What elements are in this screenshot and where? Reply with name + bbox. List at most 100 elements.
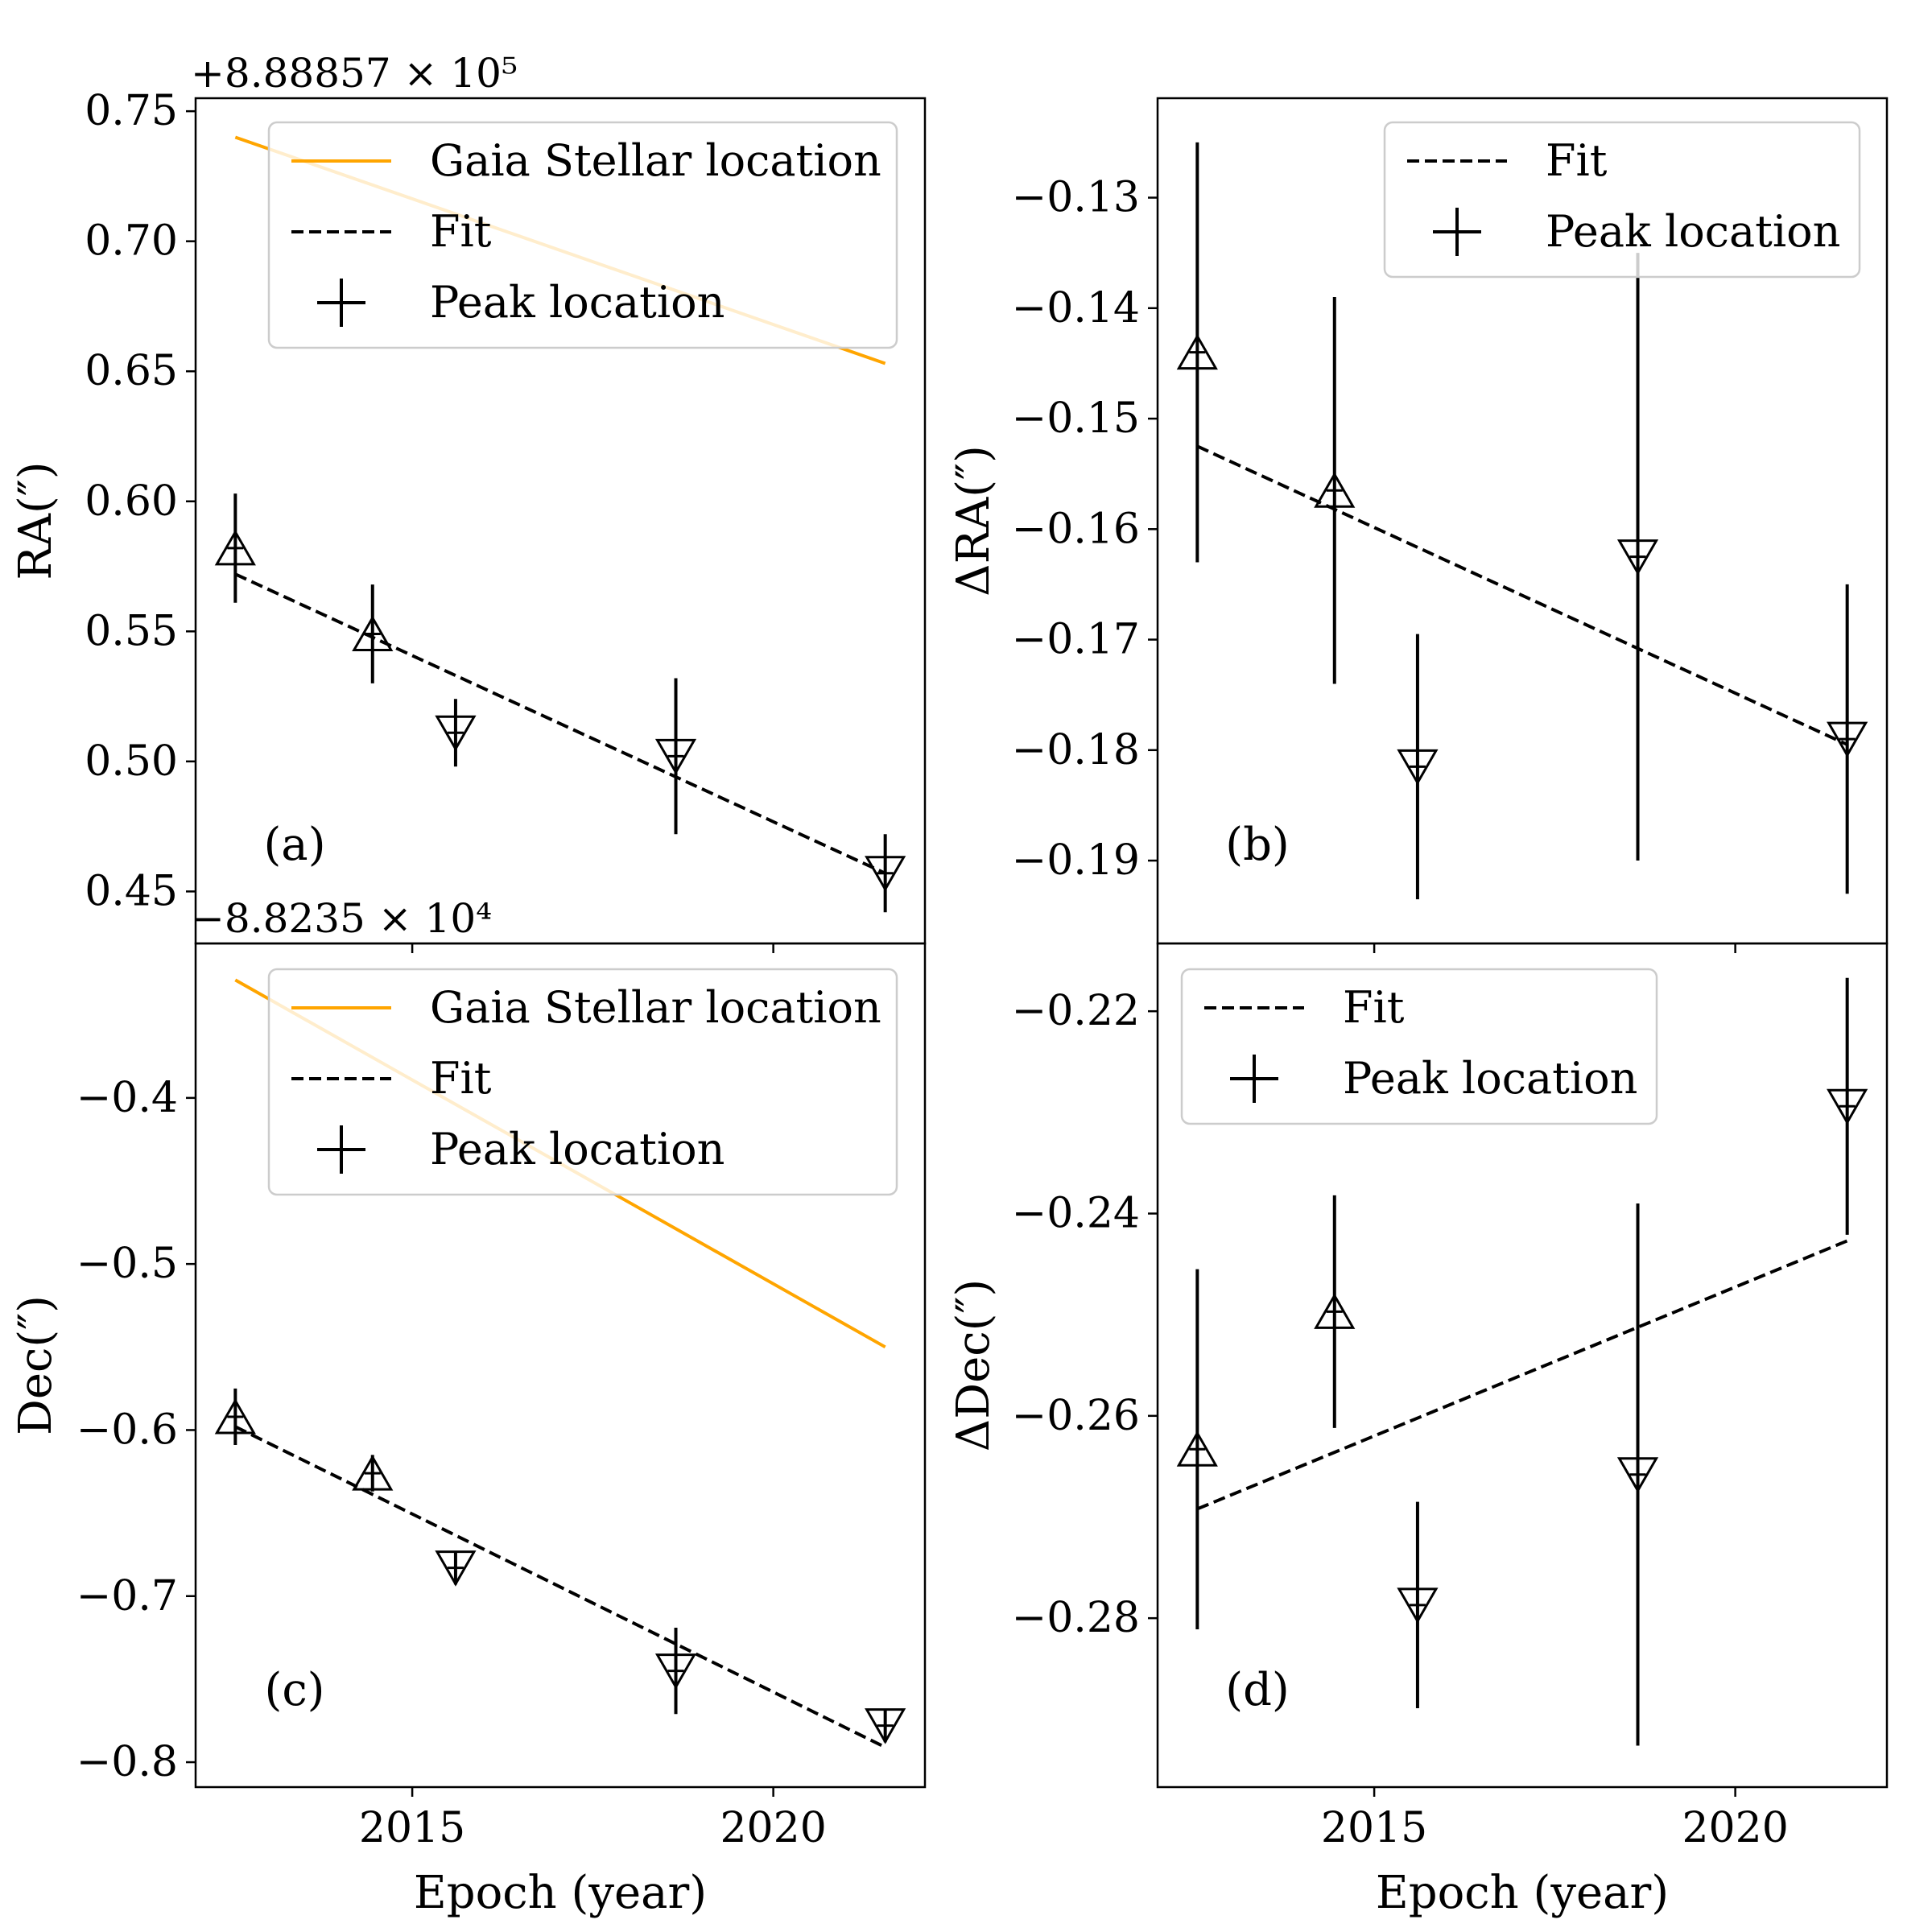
peak-location-point xyxy=(865,834,906,913)
peak-location-point xyxy=(352,1455,394,1492)
panel-d-label: (d) xyxy=(1225,1664,1290,1716)
triangle-down-marker xyxy=(865,856,906,892)
y-tick-label: 0.50 xyxy=(85,737,178,786)
triangle-down-marker xyxy=(1397,749,1439,786)
panel-c-legend: Gaia Stellar location Fit Peak location xyxy=(267,968,898,1196)
panel-a-legend-fit-text: Fit xyxy=(430,206,492,257)
panel-c-frame xyxy=(194,942,927,1789)
peak-location-point xyxy=(1397,634,1439,900)
fit-line xyxy=(234,572,886,875)
panel-d-y-label: ΔDec(″) xyxy=(947,1279,1000,1451)
peak-location-point xyxy=(654,1627,697,1715)
panel-d-ticks: −0.28 −0.26 −0.24 −0.22 2015 2020 xyxy=(1012,987,1789,1852)
triangle-up-marker xyxy=(214,1397,256,1435)
x-tick-label: 2020 xyxy=(1682,1804,1788,1852)
y-tick-label: −0.15 xyxy=(1012,394,1140,443)
panel-d-legend-peak: Peak location xyxy=(1230,1053,1637,1104)
y-tick-label: 0.65 xyxy=(85,347,178,395)
peak-location-point xyxy=(1176,1269,1218,1629)
peak-location-point xyxy=(214,493,256,603)
fit-line xyxy=(1196,1239,1848,1511)
panel-a-legend-gaia-text: Gaia Stellar location xyxy=(430,135,881,186)
y-tick-label: 0.55 xyxy=(85,607,178,655)
y-tick-label: −0.7 xyxy=(76,1572,178,1620)
panel-d-x-label: Epoch (year) xyxy=(1376,1867,1669,1919)
y-tick-label: −0.18 xyxy=(1012,726,1140,774)
panel-a-legend-gaia: Gaia Stellar location xyxy=(291,135,881,186)
triangle-down-marker xyxy=(1616,1457,1659,1493)
panel-c-x-label: Epoch (year) xyxy=(414,1867,707,1919)
y-tick-label: −0.14 xyxy=(1012,284,1140,332)
peak-location-point xyxy=(1827,977,1868,1235)
panel-b-y-label: ΔRA(″) xyxy=(947,445,1000,597)
panel-b-legend-fit-text: Fit xyxy=(1546,135,1608,186)
panel-a-label: (a) xyxy=(263,819,325,871)
triangle-down-marker xyxy=(1827,1088,1868,1125)
y-tick-label: −0.13 xyxy=(1012,174,1140,222)
panel-a-legend-box xyxy=(267,121,898,349)
fit-line xyxy=(234,1425,886,1749)
triangle-up-marker xyxy=(352,1455,394,1491)
x-tick-label: 2015 xyxy=(359,1804,465,1852)
y-tick-label: 0.45 xyxy=(85,867,178,915)
triangle-up-marker xyxy=(1314,1293,1356,1329)
y-tick-label: 0.60 xyxy=(85,477,178,526)
panel-a-ticks: 0.45 0.50 0.55 0.60 0.65 0.70 0.75 xyxy=(85,87,774,953)
peak-location-point xyxy=(1616,1203,1659,1746)
panel-d-legend: Fit Peak location xyxy=(1180,968,1658,1125)
panel-b-data xyxy=(1176,142,1868,900)
fit-line xyxy=(1196,444,1848,746)
panel-b-ticks: −0.19 −0.18 −0.17 −0.16 −0.15 −0.14 −0.13 xyxy=(1012,174,1736,953)
y-tick-label: −0.5 xyxy=(76,1240,178,1288)
peak-location-point xyxy=(214,1388,256,1446)
peak-location-point xyxy=(352,584,394,683)
x-tick-label: 2020 xyxy=(720,1804,826,1852)
panel-c-legend-fit: Fit xyxy=(291,1053,492,1104)
triangle-up-marker xyxy=(352,615,394,652)
panel-c-dec: −0.8 −0.7 −0.6 −0.5 −0.4 2015 2020 Dec(″) −8.8… xyxy=(10,895,927,1919)
triangle-down-marker xyxy=(435,715,477,752)
panel-a-ra: 0.45 0.50 0.55 0.60 0.65 0.70 0.75 RA(″) +8.88… xyxy=(10,50,927,953)
y-tick-label: −0.24 xyxy=(1012,1190,1140,1238)
panel-d-frame xyxy=(1156,942,1889,1789)
panel-c-legend-gaia: Gaia Stellar location xyxy=(291,982,881,1033)
panel-b-label: (b) xyxy=(1225,819,1290,871)
peak-location-point xyxy=(435,1550,477,1587)
y-tick-label: 0.70 xyxy=(85,217,178,266)
panel-c-label: (c) xyxy=(264,1664,324,1716)
triangle-up-marker xyxy=(1176,1430,1218,1467)
peak-location-point xyxy=(1397,1501,1439,1708)
panel-c-offset-text: −8.8235 × 10⁴ xyxy=(191,895,492,942)
panel-b-delta-ra: −0.19 −0.18 −0.17 −0.16 −0.15 −0.14 −0.13 ΔRA(… xyxy=(947,97,1889,953)
panel-d-legend-fit-text: Fit xyxy=(1343,982,1405,1033)
triangle-down-marker xyxy=(1616,539,1659,576)
triangle-up-marker xyxy=(214,529,256,566)
panel-c-ticks: −0.8 −0.7 −0.6 −0.5 −0.4 2015 2020 xyxy=(76,1074,827,1852)
triangle-up-marker xyxy=(1314,472,1356,508)
panel-d-legend-fit: Fit xyxy=(1204,982,1405,1033)
panel-a-legend-peak: Peak location xyxy=(317,277,724,328)
panel-a-offset-text: +8.88857 × 10⁵ xyxy=(191,50,518,97)
peak-location-point xyxy=(865,1708,906,1744)
triangle-down-marker xyxy=(654,738,697,775)
peak-location-point xyxy=(654,678,697,835)
panel-c-legend-fit-text: Fit xyxy=(430,1053,492,1104)
panel-b-legend-peak: Peak location xyxy=(1433,206,1840,257)
panel-d-data xyxy=(1176,977,1868,1746)
panel-a-legend: Gaia Stellar location Fit Peak location xyxy=(267,121,898,349)
triangle-down-marker xyxy=(1397,1587,1439,1624)
peak-location-point xyxy=(1314,297,1356,684)
y-tick-label: −0.4 xyxy=(76,1074,178,1122)
y-tick-label: −0.22 xyxy=(1012,987,1140,1035)
peak-marker-swatch xyxy=(317,1125,365,1174)
peak-marker-swatch xyxy=(1433,208,1481,256)
peak-marker-swatch xyxy=(317,279,365,327)
x-tick-label: 2015 xyxy=(1321,1804,1427,1852)
panel-c-legend-gaia-text: Gaia Stellar location xyxy=(430,982,881,1033)
panel-b-legend: Fit Peak location xyxy=(1383,121,1861,279)
y-tick-label: −0.28 xyxy=(1012,1594,1140,1642)
y-tick-label: −0.26 xyxy=(1012,1392,1140,1440)
triangle-down-marker xyxy=(435,1550,477,1587)
panel-c-legend-box xyxy=(267,968,898,1196)
peak-location-point xyxy=(1616,253,1659,861)
